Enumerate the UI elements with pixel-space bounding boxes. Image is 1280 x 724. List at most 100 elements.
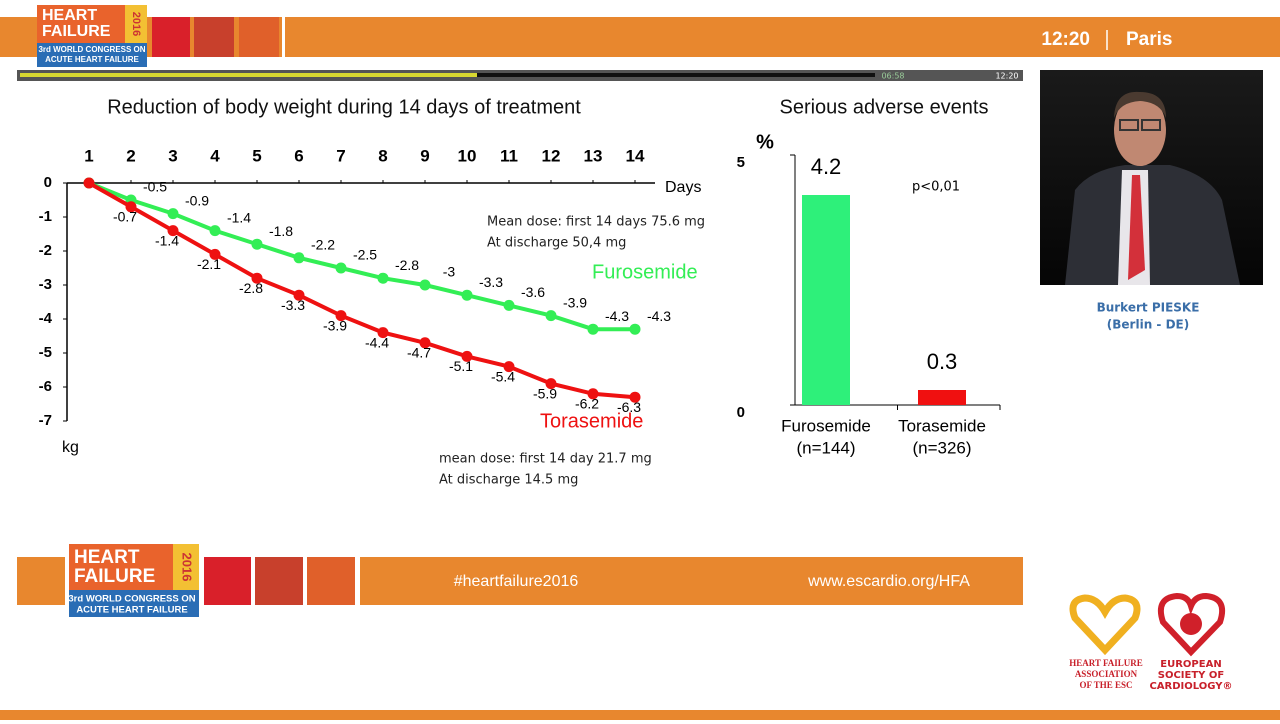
series-line [88, 181, 636, 400]
data-label: -4.4 [365, 334, 389, 350]
data-label: -3.9 [563, 294, 587, 310]
apple [1180, 613, 1202, 635]
time: 12:20 [1041, 29, 1090, 50]
data-label: -3.3 [281, 297, 305, 313]
data-label: -0.7 [113, 209, 137, 225]
x-axis-label: Days [665, 179, 701, 196]
city: Paris [1126, 29, 1172, 50]
data-label: 0.3 [927, 349, 958, 374]
data-point [167, 225, 179, 237]
y-tick-label: 0 [737, 404, 745, 421]
x-tick-label: (n=144) [796, 438, 855, 457]
head [1114, 94, 1166, 166]
logo: HEART FAILURE 2016 3rd WORLD CONGRESS ON… [37, 5, 147, 67]
annotation: At discharge 14.5 mg [439, 473, 578, 488]
series-line [88, 181, 635, 332]
duration: 12:20 [995, 72, 1018, 81]
data-label: -3.3 [479, 274, 503, 290]
data-label: -1.4 [155, 232, 179, 248]
annotation: p<0,01 [912, 180, 960, 195]
slide-footer: HEART FAILURE 2016 3rd WORLD CONGRESS ON… [17, 544, 1023, 617]
y-axis-label: % [756, 131, 774, 153]
data-point [587, 388, 599, 400]
data-label: -6.3 [617, 399, 641, 415]
speaker-affiliation: (Berlin - DE) [1107, 318, 1189, 332]
data-label: -2.5 [353, 247, 377, 263]
x-tick-label: 14 [626, 146, 645, 165]
heart [1069, 594, 1141, 656]
speaker-name: Burkert PIESKE [1097, 301, 1200, 315]
data-point [377, 272, 389, 284]
speaker-video: Burkert PIESKE (Berlin - DE) [1040, 70, 1263, 332]
annotation: At discharge 50,4 mg [487, 236, 626, 251]
glasses [1119, 119, 1139, 131]
hair [1114, 91, 1166, 118]
logo-text: SOCIETY OF [1158, 670, 1224, 681]
footer-square [307, 557, 355, 605]
data-point [419, 337, 431, 349]
logo-year-bg [125, 5, 147, 43]
x-tick-label: 8 [378, 146, 387, 165]
logo-text: CARDIOLOGY® [1149, 681, 1232, 692]
annotation: Mean dose: first 14 days 75.6 mg [487, 215, 705, 230]
logo-text: ACUTE HEART FAILURE [76, 605, 187, 616]
data-point [209, 225, 221, 237]
data-label: -3 [443, 264, 456, 280]
logo-text: ASSOCIATION [1075, 669, 1138, 679]
url: www.escardio.org/HFA [807, 573, 970, 590]
slide: Reduction of body weight during 14 days … [39, 96, 1001, 488]
x-tick-label: 9 [420, 146, 429, 165]
data-point [461, 289, 473, 301]
data-label: -0.9 [185, 192, 209, 208]
data-label: -3.9 [323, 317, 347, 333]
y-tick-label: 5 [737, 154, 745, 171]
data-label: -2.8 [239, 280, 263, 296]
x-tick-label: 1 [84, 146, 93, 165]
x-tick-label: 13 [584, 146, 603, 165]
data-point [335, 310, 347, 322]
data-point [335, 262, 347, 274]
logo-text: HEART FAILURE [1069, 658, 1143, 668]
series-label: Furosemide [592, 261, 698, 283]
logo-text: FAILURE [42, 23, 111, 40]
data-label: -3.6 [521, 284, 545, 300]
data-point [83, 177, 95, 189]
esc-logo: EUROPEAN SOCIETY OF CARDIOLOGY® [1149, 592, 1233, 692]
logo-text: ACUTE HEART FAILURE [45, 55, 139, 64]
data-label: -2.8 [395, 257, 419, 273]
data-point [251, 272, 263, 284]
chart-title: Serious adverse events [779, 96, 988, 118]
annotation: mean dose: first 14 day 21.7 mg [439, 452, 652, 467]
data-label: -5.1 [449, 358, 473, 374]
x-tick-label: 7 [336, 146, 345, 165]
footer-band [360, 557, 1023, 605]
y-tick-label: -5 [39, 344, 52, 361]
progress-played [20, 73, 477, 77]
banner-square [152, 17, 190, 57]
data-label: -0.5 [143, 179, 167, 195]
bar [918, 390, 966, 405]
banner-separator [282, 17, 285, 57]
data-point [503, 361, 515, 373]
data-label: -4.3 [605, 308, 629, 324]
logo-band [37, 43, 147, 67]
data-point [377, 327, 389, 339]
footer-square [204, 557, 251, 605]
data-label: -2.2 [311, 237, 335, 253]
data-point [293, 252, 305, 264]
x-tick-label: 6 [294, 146, 303, 165]
logo-text: HEART [42, 7, 97, 24]
y-tick-label: -1 [39, 208, 52, 225]
y-axis-label: kg [62, 439, 79, 456]
data-point [587, 323, 599, 335]
hashtag: #heartfailure2016 [454, 573, 579, 590]
data-label: -4.7 [407, 345, 431, 361]
data-point [125, 201, 137, 213]
tie [1128, 175, 1145, 280]
player-bar[interactable]: 06:58 12:20 [17, 70, 1023, 81]
x-tick-label: 12 [542, 146, 561, 165]
x-tick-label: 11 [500, 146, 518, 165]
logo-year: 2016 [180, 553, 195, 582]
logo-text: FAILURE [74, 566, 155, 587]
glasses [1141, 119, 1161, 131]
